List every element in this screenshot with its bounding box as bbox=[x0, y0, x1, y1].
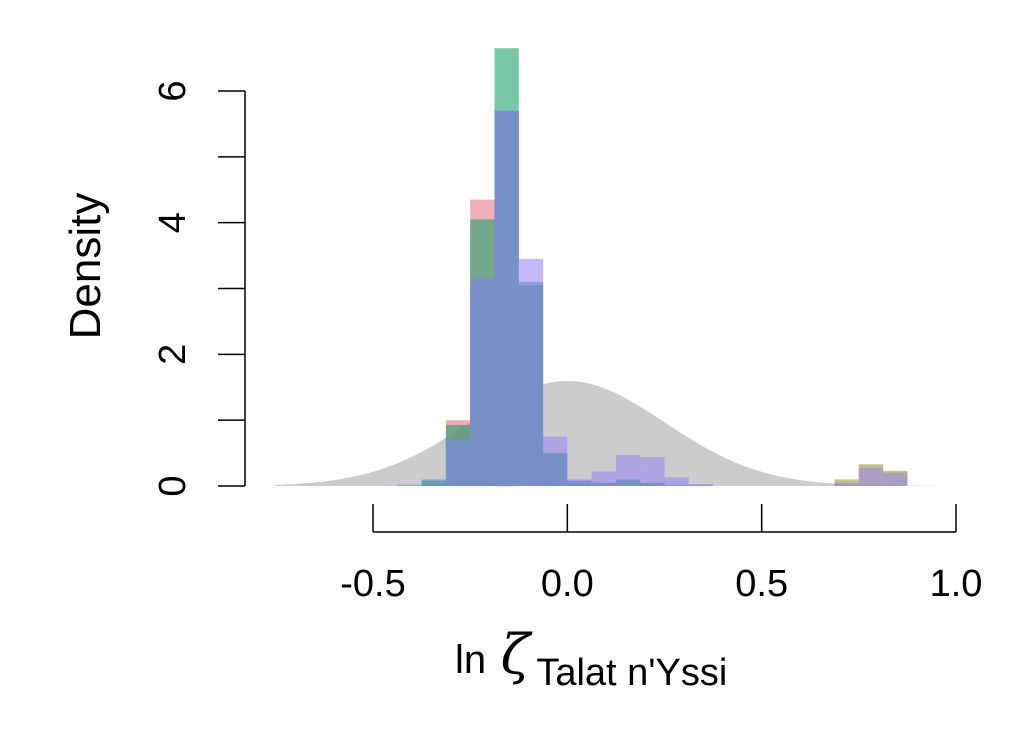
histogram-bar bbox=[883, 472, 908, 486]
histogram-bar bbox=[858, 467, 884, 486]
histogram-bar bbox=[591, 483, 616, 486]
y-ticks: 0 2 4 6 bbox=[152, 80, 245, 497]
histogram-bar bbox=[834, 482, 859, 486]
histogram-bar bbox=[470, 278, 495, 486]
histogram-bar bbox=[494, 110, 519, 487]
x-ticks: -0.5 0.0 0.5 1.0 bbox=[340, 504, 982, 605]
histogram-bar bbox=[640, 483, 665, 486]
histogram-bar bbox=[445, 439, 471, 486]
x-tick-label: 1.0 bbox=[930, 563, 983, 605]
histogram-bar bbox=[640, 457, 665, 486]
histogram-bar bbox=[543, 454, 568, 486]
histogram-bar bbox=[397, 484, 422, 486]
histogram-bar bbox=[421, 479, 446, 486]
histogram-bar bbox=[688, 484, 714, 486]
x-tick-label: 0.0 bbox=[541, 563, 594, 605]
histogram-bar bbox=[664, 477, 689, 486]
prior-density-curve bbox=[275, 380, 937, 486]
histogram-bar bbox=[688, 485, 714, 486]
histogram-series-5 bbox=[397, 110, 714, 487]
y-axis-title: Density bbox=[61, 193, 110, 340]
x-tick-label: 0.5 bbox=[735, 563, 788, 605]
y-tick-label: 2 bbox=[152, 344, 194, 365]
y-tick-label: 6 bbox=[152, 80, 194, 101]
y-axis: 0 2 4 6 bbox=[152, 80, 246, 497]
x-axis-title: ln ζ Talat n'Yssi bbox=[455, 623, 727, 694]
x-axis-title-subscript: Talat n'Yssi bbox=[536, 652, 727, 694]
x-axis-title-symbol: ζ bbox=[501, 623, 533, 686]
prior-density-layer bbox=[275, 380, 937, 486]
histogram-bar bbox=[615, 480, 641, 486]
y-tick-label: 4 bbox=[152, 212, 194, 233]
histogram-bar bbox=[664, 484, 689, 486]
histogram-bars-layer bbox=[397, 48, 908, 487]
x-axis-title-prefix: ln bbox=[455, 638, 486, 682]
x-tick-label: -0.5 bbox=[340, 563, 405, 605]
x-axis: -0.5 0.0 0.5 1.0 bbox=[340, 504, 982, 605]
histogram-bar bbox=[591, 471, 616, 486]
histogram-bar bbox=[567, 482, 592, 486]
histogram-bar bbox=[518, 281, 544, 486]
y-tick-label: 0 bbox=[152, 475, 194, 496]
